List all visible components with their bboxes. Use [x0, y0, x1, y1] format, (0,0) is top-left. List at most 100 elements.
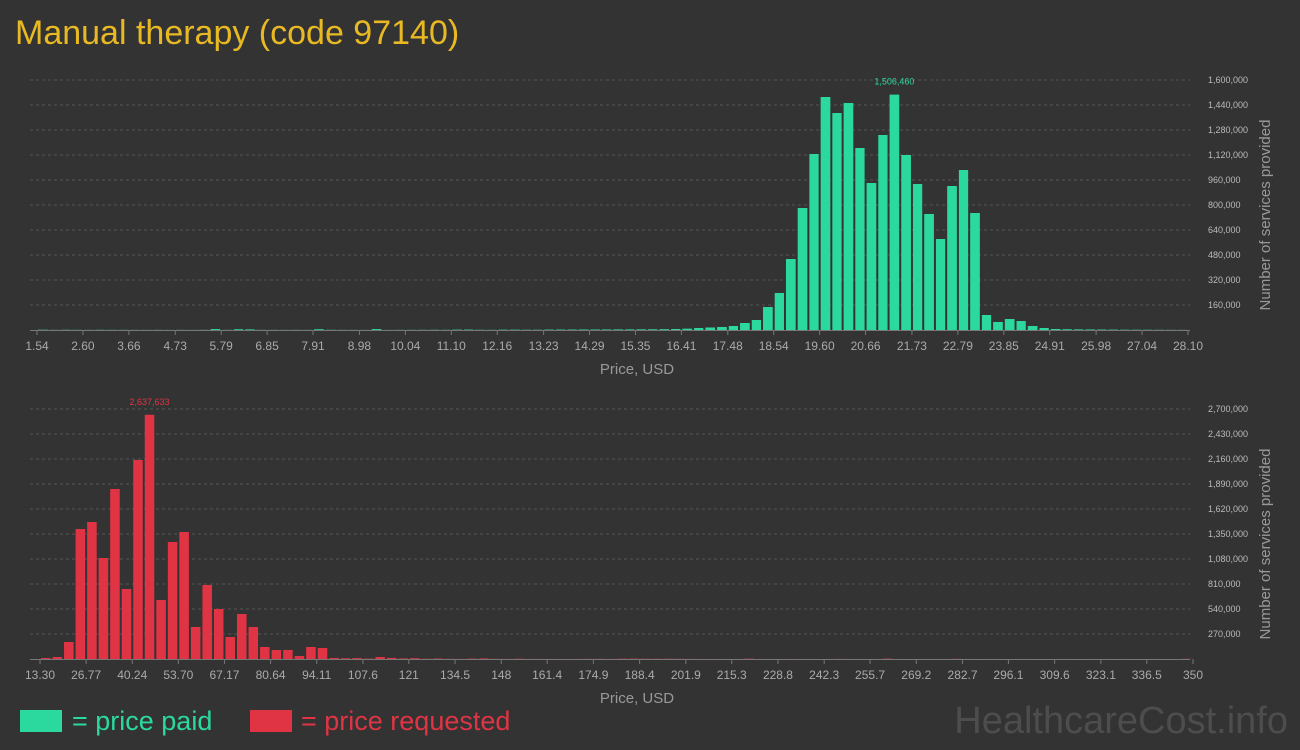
- x-tick-label: 23.85: [989, 339, 1019, 353]
- x-axis-title: Price, USD: [600, 690, 674, 707]
- bar: [271, 650, 282, 659]
- bar: [947, 186, 957, 330]
- y-tick-label: 2,160,000: [1208, 454, 1248, 464]
- y-tick-label: 1,350,000: [1208, 529, 1248, 539]
- bar: [352, 658, 362, 659]
- bar: [245, 329, 255, 330]
- bar: [912, 184, 923, 330]
- y-axis-title: Number of services provided: [1257, 120, 1274, 311]
- x-tick-label: 296.1: [993, 668, 1023, 682]
- bar: [958, 170, 969, 330]
- x-tick-label: 121: [399, 668, 419, 682]
- bar: [314, 329, 324, 330]
- x-tick-label: 80.64: [256, 668, 286, 682]
- x-tick-label: 94.11: [302, 668, 331, 682]
- bar: [671, 328, 681, 330]
- x-tick-label: 6.85: [255, 339, 279, 353]
- y-tick-label: 540,000: [1208, 604, 1241, 614]
- x-tick-label: 350: [1183, 668, 1203, 682]
- x-tick-label: 148: [491, 668, 511, 682]
- x-tick-label: 40.24: [117, 668, 147, 682]
- x-tick-label: 134.5: [440, 668, 470, 682]
- x-tick-label: 269.2: [901, 668, 931, 682]
- bar: [682, 328, 693, 330]
- legend-label: = price paid: [72, 706, 212, 736]
- bar: [225, 637, 236, 659]
- bar: [774, 293, 784, 330]
- bar: [648, 329, 658, 330]
- x-tick-label: 21.73: [897, 339, 927, 353]
- x-tick-label: 11.10: [437, 339, 466, 353]
- bar: [237, 614, 247, 659]
- x-tick-label: 20.66: [851, 339, 881, 353]
- x-tick-label: 22.79: [943, 339, 973, 353]
- x-tick-label: 13.23: [529, 339, 559, 353]
- bar: [317, 648, 328, 659]
- bar: [371, 329, 382, 330]
- y-tick-label: 1,620,000: [1208, 504, 1248, 514]
- x-tick-label: 17.48: [713, 339, 743, 353]
- bar: [625, 329, 635, 330]
- bar: [260, 647, 270, 659]
- x-tick-label: 282.7: [948, 668, 978, 682]
- x-tick-label: 309.6: [1040, 668, 1070, 682]
- bar: [283, 650, 293, 659]
- y-tick-label: 1,440,000: [1208, 100, 1248, 110]
- y-tick-label: 1,080,000: [1208, 554, 1248, 564]
- value-label: 1,506,460: [874, 77, 914, 87]
- x-tick-label: 16.41: [666, 339, 696, 353]
- bar: [820, 97, 831, 330]
- bar: [306, 647, 316, 659]
- y-tick-label: 1,280,000: [1208, 125, 1248, 135]
- bar: [751, 320, 762, 330]
- bar: [613, 329, 624, 330]
- bar: [717, 327, 727, 330]
- y-tick-label: 810,000: [1208, 579, 1241, 589]
- bar: [479, 658, 489, 659]
- y-tick-label: 800,000: [1208, 200, 1241, 210]
- bar: [1050, 329, 1061, 330]
- x-tick-label: 8.98: [348, 339, 372, 353]
- x-tick-label: 255.7: [855, 668, 885, 682]
- bar: [340, 658, 351, 659]
- bar: [98, 558, 109, 659]
- y-tick-label: 320,000: [1208, 275, 1241, 285]
- x-tick-label: 242.3: [809, 668, 839, 682]
- bar: [705, 327, 716, 330]
- bar: [167, 542, 178, 659]
- bar: [121, 589, 132, 659]
- y-tick-label: 1,120,000: [1208, 150, 1248, 160]
- y-tick-label: 1,600,000: [1208, 75, 1248, 85]
- bar: [993, 322, 1003, 330]
- value-label: 2,637,633: [130, 397, 170, 407]
- bar: [1027, 326, 1038, 330]
- bar: [1016, 321, 1026, 330]
- y-tick-label: 2,430,000: [1208, 429, 1248, 439]
- bar: [202, 585, 212, 659]
- bar: [728, 326, 739, 330]
- x-tick-label: 161.4: [532, 668, 562, 682]
- bar: [981, 315, 992, 330]
- bar: [248, 627, 259, 659]
- x-tick-label: 25.98: [1081, 339, 1111, 353]
- x-tick-label: 4.73: [164, 339, 188, 353]
- bar: [386, 657, 397, 659]
- bar: [740, 323, 750, 330]
- legend-label: = price requested: [301, 706, 510, 736]
- x-tick-label: 1.54: [25, 339, 49, 353]
- x-tick-label: 174.9: [578, 668, 608, 682]
- x-tick-label: 228.8: [763, 668, 793, 682]
- bar: [210, 329, 221, 330]
- x-tick-label: 18.54: [759, 339, 789, 353]
- x-tick-label: 107.6: [348, 668, 378, 682]
- x-tick-label: 2.60: [71, 339, 95, 353]
- bar: [866, 183, 877, 330]
- y-tick-label: 480,000: [1208, 250, 1241, 260]
- watermark: HealthcareCost.info: [954, 700, 1288, 742]
- bar: [41, 658, 51, 659]
- y-tick-label: 1,890,000: [1208, 479, 1248, 489]
- y-tick-label: 270,000: [1208, 629, 1241, 639]
- chart-title: Manual therapy (code 97140): [15, 14, 459, 52]
- bar: [398, 658, 408, 659]
- y-tick-label: 960,000: [1208, 175, 1241, 185]
